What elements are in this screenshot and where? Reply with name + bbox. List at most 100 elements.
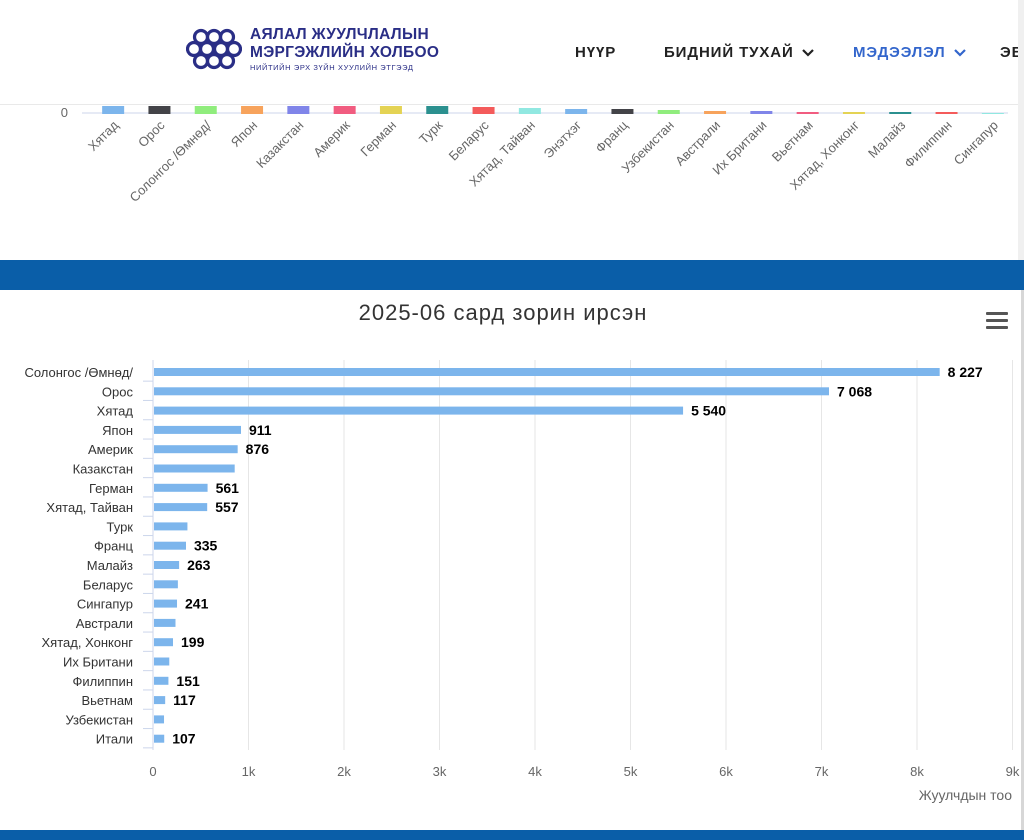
x-tick-label: Энэтхэг	[541, 117, 585, 161]
bar[interactable]	[518, 108, 541, 114]
y-tick-label: Австрали	[76, 616, 133, 631]
bar[interactable]	[379, 106, 402, 114]
y-tick-label: Америк	[88, 442, 133, 457]
bar[interactable]	[154, 638, 174, 647]
y-tick-label: Казакстан	[73, 462, 133, 477]
logo-text: АЯЛАЛ ЖУУЛЧЛАЛЫН МЭРГЭЖЛИЙН ХОЛБОО НИЙТИ…	[250, 26, 439, 73]
bar[interactable]	[154, 522, 188, 531]
scrollbar[interactable]	[1018, 0, 1024, 260]
y-tick-label: Турк	[107, 519, 134, 534]
top-chart: 0 Хятад Орос Солонгос /Өмнөд/Япон Казакстан А…	[0, 104, 1024, 260]
y-tick-label: Хятад	[97, 404, 134, 419]
nav-item-home[interactable]: НҮҮР	[575, 44, 616, 61]
bar[interactable]	[154, 464, 235, 473]
bar[interactable]	[154, 368, 940, 376]
bar[interactable]	[102, 106, 125, 114]
bar[interactable]	[241, 106, 264, 114]
x-tick-label: Хятад	[85, 117, 122, 154]
bar[interactable]	[154, 425, 242, 434]
nav-item-label: НҮҮР	[575, 44, 617, 61]
nav-item-more[interactable]: ЭВ	[1000, 44, 1023, 61]
x-tick-label: Япон	[228, 118, 260, 150]
data-label: 335	[194, 538, 218, 554]
x-tick-label: 5k	[624, 764, 638, 779]
bar[interactable]	[889, 112, 912, 114]
bar[interactable]	[194, 106, 217, 114]
x-tick-label: 4k	[528, 764, 542, 779]
chart-title: 2025-06 сард зорин ирсэн	[358, 300, 648, 325]
x-tick-label: Казакстан	[253, 118, 306, 171]
bar[interactable]	[148, 106, 171, 114]
bar[interactable]	[154, 696, 166, 705]
bar[interactable]	[154, 580, 178, 589]
bar[interactable]	[154, 541, 186, 550]
bar[interactable]	[704, 111, 727, 114]
y-tick-label: Вьетнам	[81, 693, 133, 708]
bar[interactable]	[333, 106, 356, 114]
nav-item-label: ЭВ	[1000, 44, 1024, 61]
bar[interactable]	[426, 106, 449, 114]
bar[interactable]	[935, 112, 958, 114]
data-label: 263	[187, 557, 211, 573]
bar[interactable]	[981, 113, 1004, 114]
axis-title: Жуулчдын тоо	[919, 787, 1013, 803]
data-label: 199	[181, 634, 205, 650]
x-tick-label: Франц	[592, 117, 631, 156]
bar[interactable]	[154, 387, 829, 396]
x-tick-label: 1k	[242, 764, 256, 779]
bar[interactable]	[154, 676, 169, 685]
chevron-down-icon	[802, 49, 814, 57]
bar[interactable]	[154, 657, 170, 666]
bar[interactable]	[154, 715, 165, 724]
y-tick-label: Узбекистан	[65, 712, 133, 727]
bar[interactable]	[657, 110, 680, 114]
nav-item-about[interactable]: БИДНИЙ ТУХАЙ	[664, 44, 815, 61]
section-divider	[0, 830, 1024, 840]
x-tick-label: 0	[149, 764, 156, 779]
x-tick-label: Филиппин	[901, 118, 954, 171]
x-tick-label: Вьетнам	[769, 117, 816, 164]
nav-item-info[interactable]: МЭДЭЭЛЭЛ	[853, 44, 967, 61]
logo-title-line1: АЯЛАЛ ЖУУЛЧЛАЛЫН	[250, 26, 429, 43]
x-tick-label: Орос	[135, 117, 168, 150]
bar[interactable]	[565, 109, 588, 114]
y-tick-label: Итали	[96, 732, 133, 747]
data-label: 561	[216, 480, 240, 496]
endless-knot-icon	[186, 28, 242, 70]
bar[interactable]	[611, 109, 634, 114]
bar[interactable]	[154, 406, 684, 415]
nav-item-label: БИДНИЙ ТУХАЙ	[664, 44, 794, 61]
bar[interactable]	[154, 734, 165, 743]
y-tick-label: Франц	[94, 539, 134, 554]
y-tick-label: Орос	[102, 384, 134, 399]
bar[interactable]	[750, 111, 773, 114]
x-tick-label: Сингапур	[951, 118, 1001, 168]
bar[interactable]	[154, 445, 238, 454]
bar[interactable]	[796, 112, 819, 114]
bar[interactable]	[842, 112, 865, 114]
bar[interactable]	[154, 618, 176, 627]
x-tick-label: 7k	[815, 764, 829, 779]
x-tick-label: 2k	[337, 764, 351, 779]
data-label: 241	[185, 596, 209, 612]
data-label: 876	[246, 441, 270, 457]
logo-subtitle: НИЙТИЙН ЭРХ ЗҮЙН ХУУЛИЙН ЭТГЭЭД	[250, 63, 414, 72]
y-tick-label: Япон	[102, 423, 133, 438]
chart-menu-icon[interactable]	[985, 310, 1009, 332]
y-tick-label: Сингапур	[77, 597, 133, 612]
x-tick-label: 9k	[1006, 764, 1020, 779]
bar[interactable]	[472, 107, 495, 114]
x-tick-label: 3k	[433, 764, 447, 779]
x-tick-label: Америк	[310, 117, 353, 160]
bar[interactable]	[154, 483, 208, 492]
bar[interactable]	[154, 599, 178, 608]
main-chart-svg: 0 1k 2k 3k 4k 5k 6k 7k 8k 9k Жуулчдын тоо Солонгос …	[24, 360, 1020, 803]
data-label: 107	[172, 731, 196, 747]
section-divider	[0, 260, 1024, 290]
bar[interactable]	[287, 106, 310, 114]
bar[interactable]	[154, 503, 208, 512]
x-tick-label: Малайз	[865, 117, 908, 160]
y-tick-label: Беларус	[83, 577, 134, 592]
bar[interactable]	[154, 561, 180, 569]
